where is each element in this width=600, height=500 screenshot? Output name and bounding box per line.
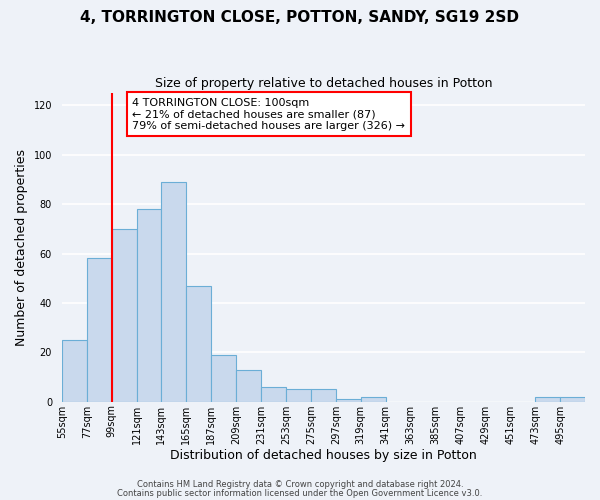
Bar [261,387,286,402]
Bar [535,396,560,402]
X-axis label: Distribution of detached houses by size in Potton: Distribution of detached houses by size … [170,450,477,462]
Text: Contains HM Land Registry data © Crown copyright and database right 2024.: Contains HM Land Registry data © Crown c… [137,480,463,489]
Bar [560,396,585,402]
Bar [336,399,361,402]
Bar [211,355,236,402]
Text: 4 TORRINGTON CLOSE: 100sqm
← 21% of detached houses are smaller (87)
79% of semi: 4 TORRINGTON CLOSE: 100sqm ← 21% of deta… [133,98,406,131]
Bar [112,229,137,402]
Bar [137,209,161,402]
Bar [187,286,211,402]
Bar [62,340,86,402]
Bar [286,390,311,402]
Title: Size of property relative to detached houses in Potton: Size of property relative to detached ho… [155,78,492,90]
Bar [236,370,261,402]
Bar [161,182,187,402]
Bar [311,390,336,402]
Bar [86,258,112,402]
Text: 4, TORRINGTON CLOSE, POTTON, SANDY, SG19 2SD: 4, TORRINGTON CLOSE, POTTON, SANDY, SG19… [80,10,520,25]
Text: Contains public sector information licensed under the Open Government Licence v3: Contains public sector information licen… [118,488,482,498]
Bar [361,396,386,402]
Y-axis label: Number of detached properties: Number of detached properties [15,149,28,346]
